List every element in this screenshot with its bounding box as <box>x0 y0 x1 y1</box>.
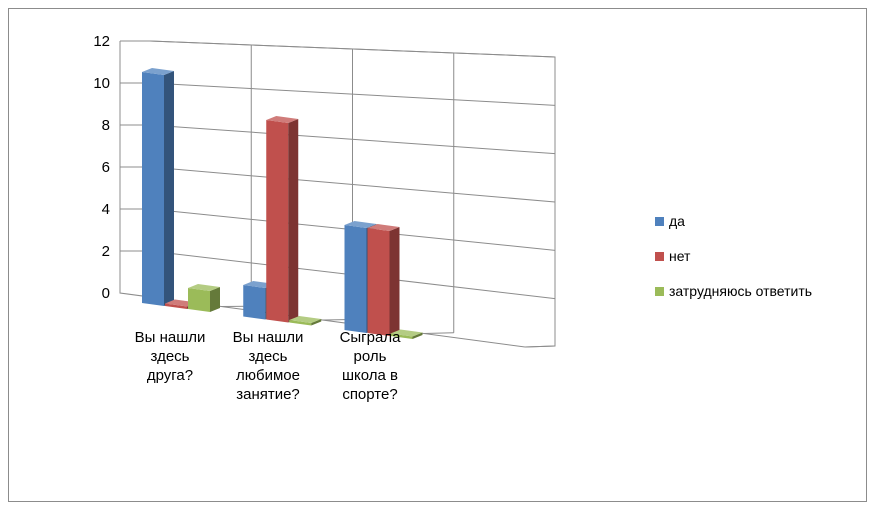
y-axis-ticks: 0 2 4 6 8 10 12 <box>93 33 110 302</box>
y-tick-4: 4 <box>102 201 110 218</box>
legend-item-1: нет <box>655 248 691 264</box>
category-labels: Вы нашли здесь друга? Вы нашли здесь любимое з… <box>135 329 401 403</box>
y-tick-0: 0 <box>102 285 110 302</box>
floor-divider <box>423 332 454 334</box>
category-label-1: Вы нашли здесь любимое занятие? <box>233 329 304 403</box>
y-tick-8: 8 <box>102 117 110 134</box>
y-tick-10: 10 <box>93 75 110 92</box>
legend: да нет затрудняюсь ответить <box>655 213 812 299</box>
legend-swatch <box>655 287 664 296</box>
legend-swatch <box>655 217 664 226</box>
y-tick-12: 12 <box>93 33 110 50</box>
y-tick-2: 2 <box>102 243 110 260</box>
category-label-0: Вы нашли здесь друга? <box>135 329 206 384</box>
legend-swatch <box>655 252 664 261</box>
gridlines <box>120 40 556 348</box>
legend-item-2: затрудняюсь ответить <box>655 283 812 299</box>
legend-label: нет <box>669 248 691 264</box>
bars <box>142 68 423 339</box>
bar-1-1 <box>266 116 299 323</box>
legend-label: затрудняюсь ответить <box>669 283 812 299</box>
bar-2-0 <box>188 284 220 312</box>
y-tick-6: 6 <box>102 159 110 176</box>
legend-item-0: да <box>655 213 685 229</box>
bar-2-2 <box>390 329 423 339</box>
bar-1-2 <box>367 224 400 336</box>
category-label-2: Сыграла роль школа в спорте? <box>340 329 402 403</box>
floor-divider <box>524 345 556 348</box>
bar-2-1 <box>289 315 322 326</box>
legend-label: да <box>669 213 685 229</box>
bar-0-0 <box>142 68 174 306</box>
